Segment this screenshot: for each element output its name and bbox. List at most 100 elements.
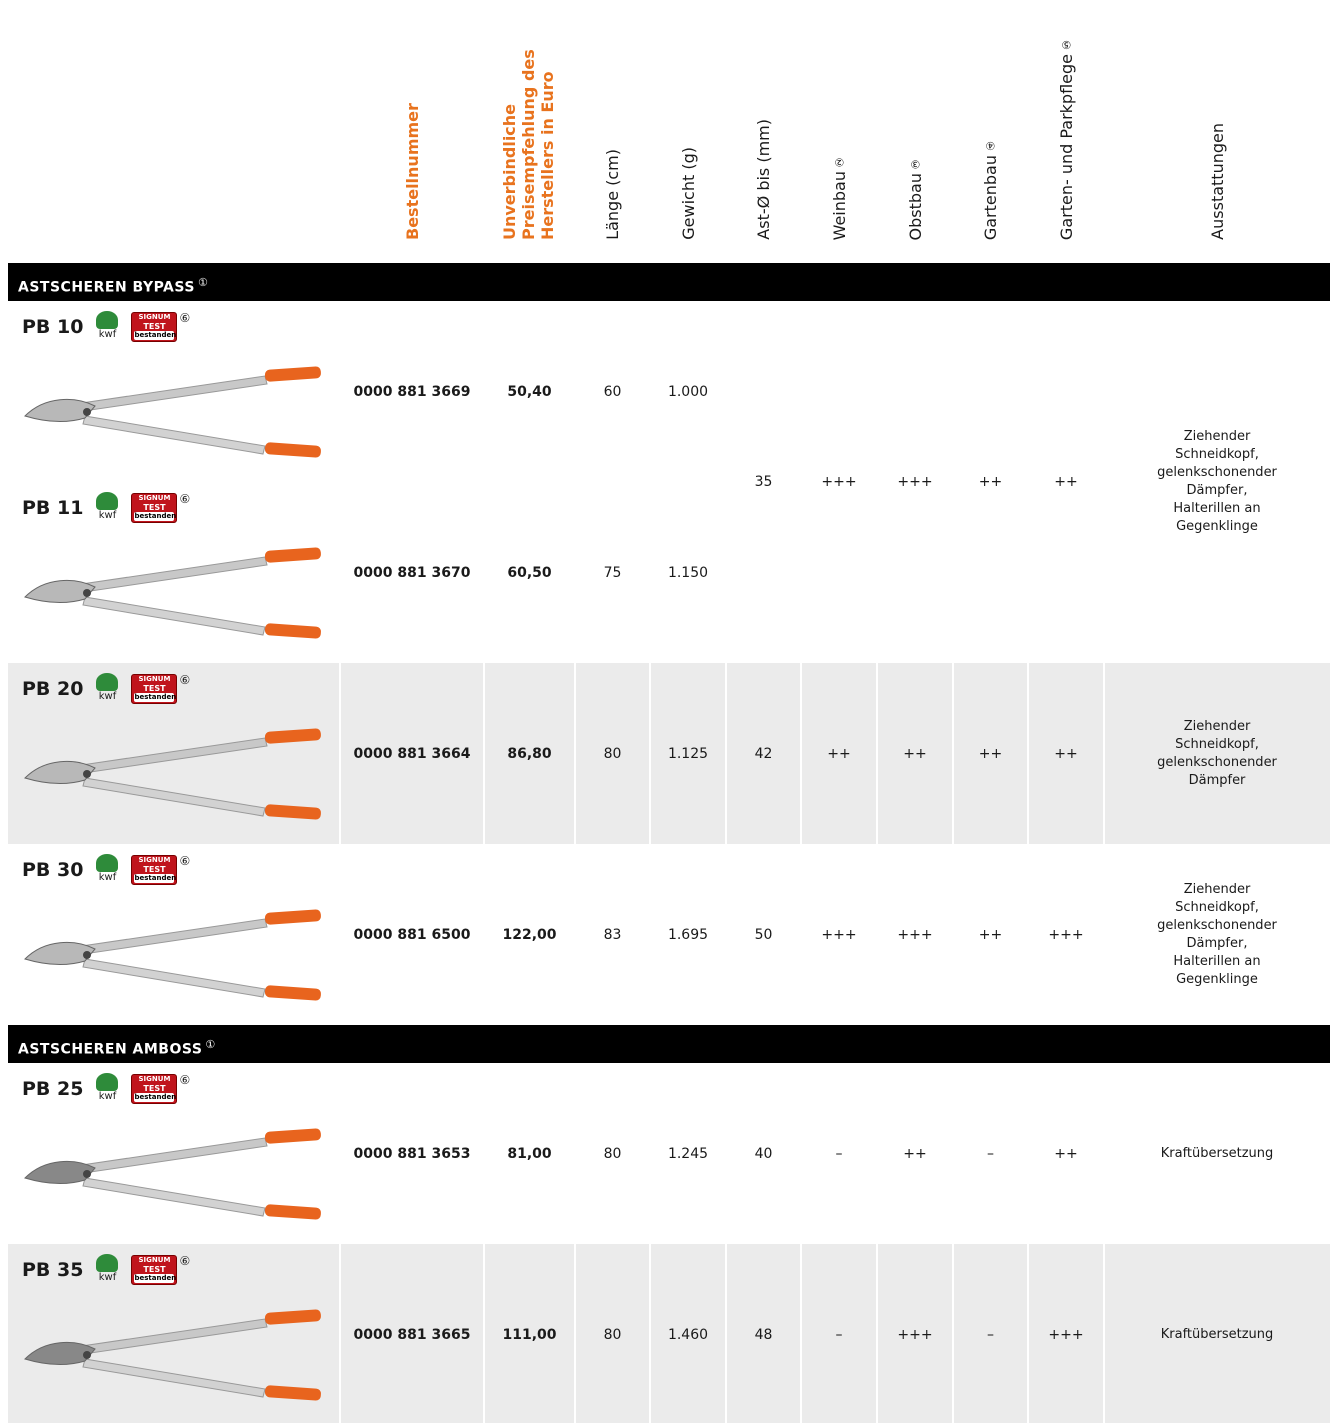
feature-line: Halterillen an Gegenklinge [1173, 953, 1261, 987]
product-image [24, 547, 321, 639]
signum-text: SIGNUM [138, 313, 171, 321]
test-text: TEST [143, 684, 166, 693]
signum-text: SIGNUM [138, 1075, 171, 1083]
feature-line: Kraftübersetzung [1160, 1326, 1274, 1342]
gartenbau-value: ++ [978, 474, 1003, 490]
obstbau-value: ++ [903, 1145, 927, 1162]
feature-line: Kraftübersetzung [1160, 1145, 1274, 1161]
weight: 1.245 [667, 1146, 709, 1162]
column-label: Weinbau [829, 170, 849, 240]
signum-badge: SIGNUM TEST bestanden [131, 855, 178, 885]
weinbau-value: +++ [821, 926, 857, 943]
order-no: 0000 881 3669 [353, 384, 471, 400]
weight: 1.460 [667, 1327, 709, 1343]
kwf-text: kwf [98, 872, 117, 883]
gartenbau-value: ++ [978, 926, 1003, 943]
column-label: Unverbindliche Preisempfehlung des Herst… [499, 49, 557, 240]
feature-line: gelenkschonender Dämpfer, [1157, 917, 1277, 951]
test-text: TEST [143, 503, 166, 512]
product-image [24, 1309, 321, 1401]
column-header: Ausstattungen [1208, 123, 1227, 240]
obstbau-value: +++ [897, 1326, 933, 1343]
footnote-marker: ③ [908, 156, 922, 170]
feature-line: gelenkschonender Dämpfer [1157, 754, 1277, 788]
order-no: 0000 881 3670 [353, 565, 471, 581]
branch-value: 42 [754, 745, 773, 762]
column-label: Gartenbau [981, 154, 1000, 240]
park-value: ++ [1054, 1145, 1078, 1162]
kwf-badge: kwf [93, 854, 121, 886]
section-bar: ASTSCHEREN AMBOSS ① [8, 1025, 1330, 1063]
gartenbau-value: – [987, 1145, 994, 1162]
order-no: 0000 881 3665 [353, 1327, 471, 1343]
model-name: PB 10 [22, 316, 84, 338]
test-text: TEST [143, 1084, 166, 1093]
column-label: Länge (cm) [603, 149, 622, 240]
feature-line: Halterillen an Gegenklinge [1173, 501, 1261, 534]
test-text: TEST [143, 865, 166, 874]
footnote-marker: ④ [984, 138, 997, 152]
model-name: PB 25 [22, 1078, 84, 1100]
section-title: ASTSCHEREN BYPASS [18, 279, 195, 296]
cell-separator [952, 1244, 954, 1423]
model-heading: PB 11 kwf SIGNUM TEST bestanden ⑥ [22, 492, 190, 524]
cell-separator [574, 663, 576, 844]
product-image [24, 909, 321, 1001]
weight: 1.695 [667, 927, 709, 943]
passed-text: bestanden [134, 331, 177, 340]
gartenbau-value: ++ [978, 745, 1003, 762]
column-header: Länge (cm) [603, 149, 622, 240]
column-label: Ausstattungen [1207, 123, 1227, 240]
cell-separator [876, 1244, 878, 1423]
model-heading: PB 10 kwf SIGNUM TEST bestanden ⑥ [22, 311, 190, 343]
price: 111,00 [502, 1327, 557, 1343]
model-heading: PB 25 kwf SIGNUM TEST bestanden ⑥ [22, 1073, 190, 1105]
cell-separator [1103, 663, 1105, 844]
column-header: Garten- und Parkpflege ⑤ [1057, 38, 1076, 240]
column-header: Bestellnummer [403, 40, 422, 240]
kwf-icon [96, 1073, 119, 1091]
feature-line: Ziehender Schneidkopf, [1175, 881, 1259, 915]
price: 122,00 [502, 927, 557, 943]
section-title: ASTSCHEREN AMBOSS [18, 1041, 203, 1058]
cell-separator [339, 663, 341, 844]
passed-text: bestanden [134, 1093, 177, 1102]
order-no: 0000 881 6500 [353, 927, 471, 943]
footnote-marker: ② [832, 154, 846, 168]
signum-badge: SIGNUM TEST bestanden [131, 1255, 178, 1285]
model-name: PB 20 [22, 678, 84, 700]
length: 75 [603, 565, 622, 581]
weinbau-value: – [835, 1326, 843, 1343]
model-heading: PB 30 kwf SIGNUM TEST bestanden ⑥ [22, 854, 190, 886]
length: 80 [603, 746, 622, 762]
kwf-text: kwf [98, 1091, 117, 1102]
length: 80 [603, 1146, 622, 1162]
footnote-marker: ⑥ [179, 673, 191, 687]
footnote-marker: ⑥ [179, 1254, 191, 1268]
model-name: PB 11 [22, 497, 84, 519]
park-value: +++ [1048, 1326, 1084, 1343]
cell-separator [1027, 663, 1029, 844]
column-label: Garten- und Parkpflege [1056, 53, 1076, 240]
branch-value: 50 [754, 926, 773, 943]
kwf-text: kwf [98, 1272, 117, 1283]
kwf-badge: kwf [93, 1073, 121, 1105]
weinbau-value: +++ [821, 474, 857, 490]
weinbau-value: ++ [827, 745, 851, 762]
passed-text: bestanden [134, 512, 177, 521]
obstbau-value: ++ [903, 745, 927, 762]
signum-badge: SIGNUM TEST bestanden [131, 493, 178, 523]
signum-text: SIGNUM [138, 675, 171, 683]
price: 86,80 [507, 746, 552, 762]
price: 50,40 [507, 384, 552, 400]
signum-text: SIGNUM [138, 1256, 171, 1264]
kwf-text: kwf [98, 691, 117, 702]
footnote-marker: ① [205, 1038, 216, 1051]
footnote-marker: ⑥ [179, 311, 191, 325]
footnote-marker: ⑥ [179, 1073, 191, 1087]
section-bar: ASTSCHEREN BYPASS ① [8, 263, 1330, 301]
cell-separator [1027, 1244, 1029, 1423]
product-image [24, 728, 321, 820]
signum-text: SIGNUM [138, 856, 171, 864]
footnote-marker: ⑥ [179, 492, 191, 506]
